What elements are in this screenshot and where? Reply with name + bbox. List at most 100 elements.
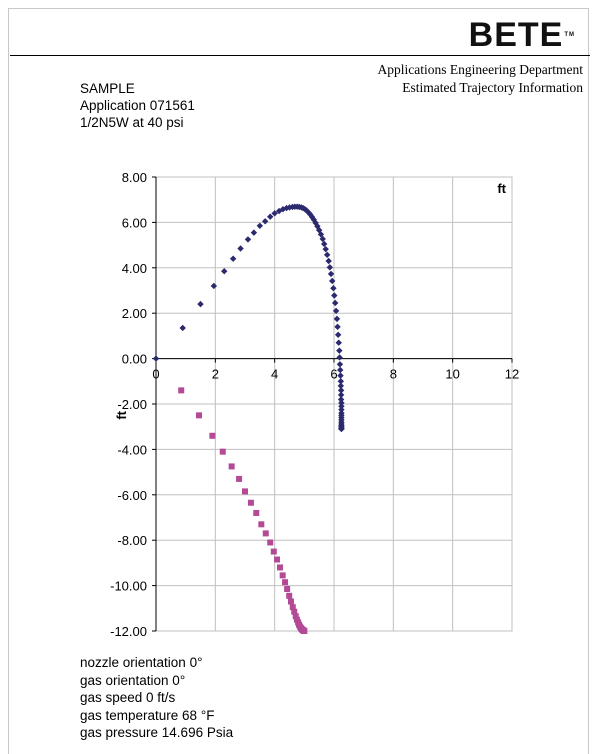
trajectory-point-lower — [282, 579, 289, 586]
trajectory-point-lower — [196, 412, 203, 419]
trajectory-point-upper — [326, 264, 334, 271]
trajectory-point-upper — [336, 354, 343, 361]
x-tick-label: 2 — [212, 367, 219, 382]
y-tick-label: 8.00 — [122, 170, 147, 185]
trajectory-point-upper — [332, 307, 340, 315]
y-tick-label: 0.00 — [122, 352, 147, 367]
trajectory-point-lower — [291, 608, 298, 615]
trajectory-point-upper — [331, 292, 338, 299]
trajectory-point-upper — [283, 204, 290, 212]
y-tick-label: 6.00 — [122, 215, 147, 230]
trajectory-point-upper — [312, 219, 319, 227]
trajectory-point-upper — [330, 285, 337, 292]
trajectory-point-lower — [247, 499, 254, 506]
y-tick-label: -12.00 — [110, 624, 147, 639]
application-info: SAMPLE Application 071561 1/2N5W at 40 p… — [80, 80, 195, 131]
trajectory-point-lower — [242, 488, 248, 495]
trajectory-point-upper — [331, 299, 339, 307]
x-axis-label: ft — [497, 181, 506, 196]
trajectory-point-upper — [325, 257, 332, 265]
trajectory-point-upper — [336, 361, 344, 368]
trajectory-point-upper — [179, 324, 186, 332]
trajectory-point-upper — [337, 372, 344, 379]
y-tick-label: -6.00 — [117, 488, 147, 503]
gas-speed: gas speed 0 ft/s — [80, 690, 176, 705]
y-tick-label: -4.00 — [117, 442, 147, 457]
trajectory-point-lower — [209, 432, 216, 439]
trajectory-point-lower — [287, 598, 294, 605]
trajectory-point-lower — [262, 530, 269, 537]
trajectory-point-lower — [228, 463, 235, 470]
trajectory-point-upper — [244, 236, 252, 243]
trajectory-point-lower — [219, 448, 226, 455]
trajectory-point-upper — [250, 229, 258, 236]
trajectory-point-upper — [323, 251, 331, 259]
trajectory-point-upper — [314, 223, 321, 230]
y-tick-label: -8.00 — [117, 533, 147, 548]
trajectory-point-upper — [221, 268, 228, 275]
trajectory-point-upper — [337, 382, 345, 390]
trajectory-point-upper — [271, 210, 278, 217]
trajectory-point-upper — [210, 282, 218, 290]
trajectory-point-upper — [329, 277, 336, 285]
trajectory-point-upper — [319, 235, 326, 243]
trajectory-point-upper — [261, 218, 269, 225]
y-tick-label: -2.00 — [117, 397, 147, 412]
y-axis-label: ft — [114, 410, 129, 419]
trajectory-point-upper — [338, 406, 345, 413]
x-tick-label: 4 — [271, 367, 278, 382]
trajectory-point-lower — [279, 572, 286, 579]
x-tick-label: 12 — [505, 367, 519, 382]
trajectory-point-upper — [338, 399, 345, 407]
trajectory-point-upper — [286, 204, 293, 211]
trajectory-point-lower — [284, 586, 291, 593]
trajectory-point-upper — [256, 222, 264, 230]
trajectory-point-upper — [336, 347, 343, 354]
trajectory-point-upper — [152, 355, 160, 362]
trajectory-point-upper — [337, 366, 344, 374]
nozzle-spec: 1/2N5W at 40 psi — [80, 115, 184, 130]
gas-pressure: gas pressure 14.696 Psia — [80, 725, 234, 740]
trajectory-point-upper — [322, 245, 329, 253]
nozzle-orientation: nozzle orientation 0° — [80, 655, 203, 670]
trajectory-point-upper — [197, 300, 204, 308]
x-tick-label: 8 — [390, 367, 397, 382]
trajectory-point-upper — [321, 240, 328, 248]
trajectory-point-upper — [335, 339, 342, 346]
trajectory-point-lower — [236, 475, 243, 482]
trajectory-point-upper — [267, 213, 274, 220]
trajectory-point-upper — [308, 213, 316, 221]
y-tick-label: 2.00 — [122, 306, 147, 321]
trajectory-point-upper — [338, 403, 345, 410]
x-tick-label: 6 — [330, 367, 337, 382]
trajectory-point-upper — [334, 323, 341, 331]
y-tick-label: 4.00 — [122, 261, 147, 276]
gas-orientation: gas orientation 0° — [80, 672, 186, 688]
trajectory-point-lower — [274, 556, 281, 563]
subtitle-label: Estimated Trajectory Information — [402, 80, 583, 95]
trajectory-point-lower — [270, 548, 277, 555]
application-number: Application 071561 — [80, 98, 195, 113]
trajectory-point-upper — [337, 378, 345, 385]
x-tick-label: 0 — [152, 367, 159, 382]
trajectory-point-upper — [334, 331, 342, 338]
trajectory-point-lower — [277, 564, 284, 571]
y-tick-label: -10.00 — [110, 579, 147, 594]
trajectory-point-lower — [267, 539, 274, 546]
trajectory-point-upper — [237, 245, 244, 252]
trajectory-point-lower — [258, 521, 265, 528]
header-rule — [10, 55, 590, 56]
trajectory-point-lower — [301, 628, 308, 634]
sample-label: SAMPLE — [80, 81, 135, 96]
bete-logo: BETETM — [468, 16, 575, 54]
trajectory-point-upper — [229, 255, 237, 262]
trajectory-point-upper — [338, 425, 345, 433]
gas-conditions: nozzle orientation 0° gas orientation 0°… — [80, 654, 233, 742]
department-label: Applications Engineering Department — [377, 62, 583, 77]
trajectory-point-lower — [253, 509, 260, 516]
trajectory-point-lower — [292, 613, 299, 620]
gas-temperature: gas temperature 68 °F — [80, 707, 215, 723]
trajectory-point-lower — [178, 387, 185, 394]
trajectory-point-lower — [286, 592, 293, 599]
